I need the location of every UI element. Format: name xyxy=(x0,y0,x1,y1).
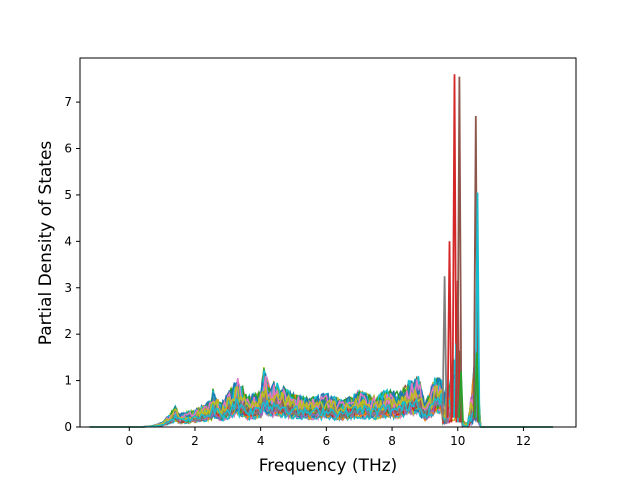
x-tick-label: 10 xyxy=(450,434,465,448)
y-tick-label: 7 xyxy=(64,95,72,109)
x-tick-label: 0 xyxy=(125,434,133,448)
pdos-peak xyxy=(473,352,480,423)
y-tick-label: 0 xyxy=(64,420,72,434)
pdos-peak xyxy=(458,371,464,423)
series-layer xyxy=(89,74,553,429)
x-tick-label: 12 xyxy=(516,434,531,448)
axes-frame xyxy=(79,57,577,428)
y-tick-label: 4 xyxy=(64,234,72,248)
pdos-peak xyxy=(474,192,481,423)
y-tick-label: 1 xyxy=(64,374,72,388)
x-tick-label: 6 xyxy=(323,434,331,448)
pdos-peak xyxy=(446,241,453,423)
x-axis-label: Frequency (THz) xyxy=(259,456,398,476)
y-tick-label: 3 xyxy=(64,281,72,295)
y-tick-label: 2 xyxy=(64,327,72,341)
y-axis-label: Partial Density of States xyxy=(36,141,56,346)
y-tick-label: 5 xyxy=(64,188,72,202)
x-tick-label: 2 xyxy=(191,434,199,448)
x-tick-label: 8 xyxy=(388,434,396,448)
x-tick-label: 4 xyxy=(257,434,265,448)
pdos-peak xyxy=(451,74,458,423)
pdos-peak xyxy=(456,76,463,423)
y-tick-label: 6 xyxy=(64,142,72,156)
pdos-peak xyxy=(441,276,448,423)
